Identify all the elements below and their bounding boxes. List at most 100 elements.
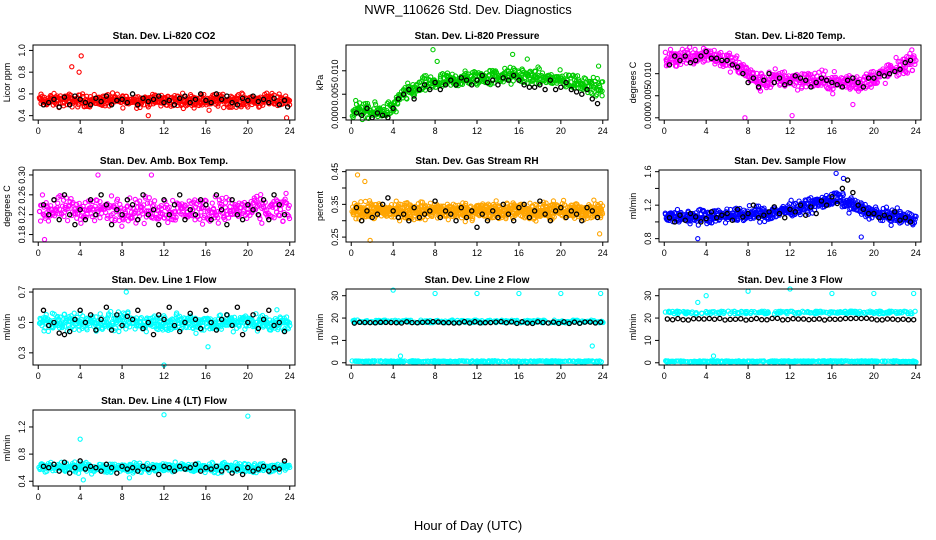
y-tick-label: 0.005 xyxy=(643,84,653,107)
hourly-point xyxy=(552,86,559,93)
hourly-point xyxy=(531,84,538,90)
hourly-point xyxy=(82,319,89,326)
hourly-point xyxy=(510,72,517,79)
hourly-point xyxy=(453,82,459,88)
hourly-point xyxy=(250,93,256,99)
hourly-point xyxy=(802,77,809,84)
hourly-points xyxy=(353,72,601,121)
data-point xyxy=(198,209,204,215)
hourly-point xyxy=(239,331,246,338)
hourly-point xyxy=(489,77,496,83)
hourly-point xyxy=(98,192,104,198)
outlier-point xyxy=(850,101,856,108)
y-tick-label: 0.6 xyxy=(17,88,27,101)
data-point xyxy=(134,199,140,206)
x-tick-label: 8 xyxy=(746,126,751,136)
data-point xyxy=(423,72,429,79)
hourly-point xyxy=(234,102,241,108)
data-point xyxy=(734,53,740,59)
y-tick-label: 0.26 xyxy=(17,186,27,204)
hourly-point xyxy=(119,96,125,103)
x-tick-label: 20 xyxy=(556,126,566,136)
data-point xyxy=(535,73,542,79)
data-point xyxy=(37,218,44,224)
hourly-point xyxy=(902,59,909,66)
hourly-point xyxy=(897,66,903,73)
outlier-point xyxy=(509,51,516,58)
panel-title: Stan. Dev. Line 1 Flow xyxy=(112,275,217,286)
data-point xyxy=(452,73,459,79)
data-point xyxy=(692,46,698,53)
data-point xyxy=(887,62,894,69)
y-tick-label: 0.000 xyxy=(330,106,340,129)
hourly-point xyxy=(40,102,47,108)
data-point xyxy=(116,328,122,335)
y-axis-label: percent xyxy=(315,190,325,221)
hourly-point xyxy=(271,322,277,329)
x-axis: 0 4 8 12 16 20 24 xyxy=(662,242,921,258)
x-tick-label: 24 xyxy=(911,248,921,258)
x-tick-label: 4 xyxy=(704,248,709,258)
hourly-point xyxy=(176,192,183,198)
hourly-point xyxy=(400,91,407,97)
hourly-point xyxy=(576,320,583,327)
x-tick-label: 4 xyxy=(704,126,709,136)
x-tick-label: 16 xyxy=(514,126,524,136)
series-points xyxy=(349,47,606,123)
x-axis: 0 4 8 12 16 20 24 xyxy=(36,120,295,136)
y-tick-label: 0.25 xyxy=(330,228,340,246)
data-point xyxy=(105,213,111,219)
data-point xyxy=(78,220,84,226)
data-point xyxy=(911,53,917,59)
hourly-point xyxy=(56,104,62,110)
data-point xyxy=(888,222,894,228)
hourly-point xyxy=(766,70,772,77)
data-point xyxy=(239,90,245,96)
data-point xyxy=(55,200,61,206)
y-axis: 0.40.60.81.0 xyxy=(17,44,33,122)
hourly-point xyxy=(93,211,99,218)
outlier-point xyxy=(95,172,101,178)
hourly-point xyxy=(537,82,543,88)
hourly-point xyxy=(734,64,741,70)
data-point xyxy=(536,66,542,72)
outlier-point xyxy=(789,112,795,119)
x-tick-label: 20 xyxy=(556,371,566,381)
hourly-point xyxy=(271,192,277,198)
x-tick-label: 12 xyxy=(159,371,169,381)
data-point xyxy=(404,96,410,102)
hourly-point xyxy=(135,102,141,108)
hourly-point xyxy=(432,198,438,204)
hourly-point xyxy=(395,96,402,102)
hourly-point xyxy=(776,75,783,81)
hourly-point xyxy=(771,79,778,86)
hourly-point xyxy=(432,79,438,86)
series-points xyxy=(662,44,919,121)
hourly-point xyxy=(77,307,83,314)
hourly-point xyxy=(353,110,360,116)
data-point xyxy=(717,53,723,59)
outlier-point xyxy=(596,231,603,237)
data-point xyxy=(71,310,77,316)
hourly-point xyxy=(358,217,365,224)
hourly-point xyxy=(687,59,694,66)
y-axis-label: ml/min xyxy=(2,314,12,341)
data-point xyxy=(209,200,215,206)
hourly-point xyxy=(166,304,172,310)
data-point xyxy=(372,101,379,107)
data-point xyxy=(726,50,733,56)
hourly-point xyxy=(82,99,89,106)
hourly-point xyxy=(797,75,804,81)
hourly-point xyxy=(844,177,851,183)
data-point xyxy=(380,104,387,110)
hourly-point xyxy=(182,93,188,99)
hourly-point xyxy=(51,96,57,103)
y-tick-label: 20 xyxy=(330,313,340,323)
outlier-point xyxy=(858,234,864,240)
y-tick-label: 0.010 xyxy=(643,62,653,85)
hourly-point xyxy=(573,89,580,95)
